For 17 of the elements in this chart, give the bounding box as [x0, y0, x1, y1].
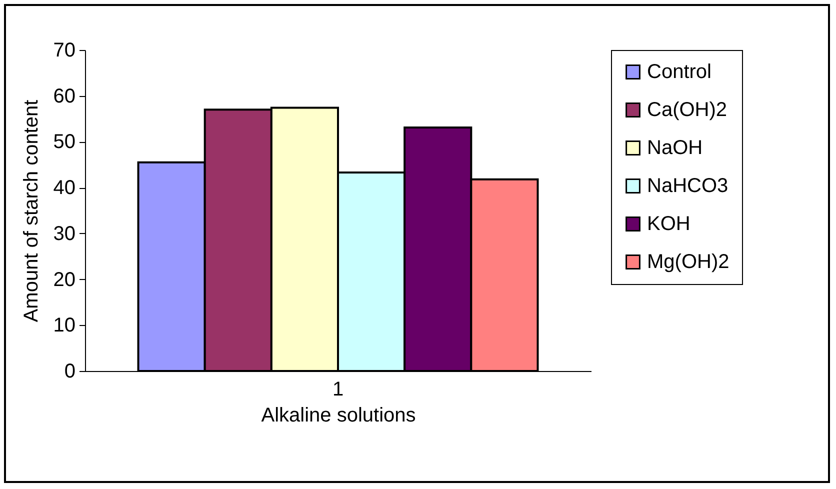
- legend-label: Mg(OH)2: [647, 251, 730, 273]
- y-tick-label: 10: [53, 314, 76, 337]
- x-axis-title: Alkaline solutions: [261, 404, 416, 426]
- legend-label: Ca(OH)2: [647, 99, 728, 121]
- y-tick-label: 20: [53, 268, 76, 291]
- legend-label: Control: [647, 61, 712, 83]
- legend-label: NaOH: [647, 137, 703, 159]
- y-tick-label: 40: [53, 177, 76, 200]
- y-axis-title: Amount of starch content: [20, 99, 42, 322]
- y-tick-label: 0: [64, 360, 76, 382]
- x-tick-label: 1: [332, 378, 344, 400]
- legend-label: KOH: [647, 213, 690, 235]
- y-tick-label: 60: [53, 85, 76, 108]
- y-tick-label: 70: [53, 40, 76, 62]
- y-tick-label: 30: [53, 222, 76, 245]
- legend-label: NaHCO3: [647, 175, 728, 197]
- y-tick-label: 50: [53, 131, 76, 154]
